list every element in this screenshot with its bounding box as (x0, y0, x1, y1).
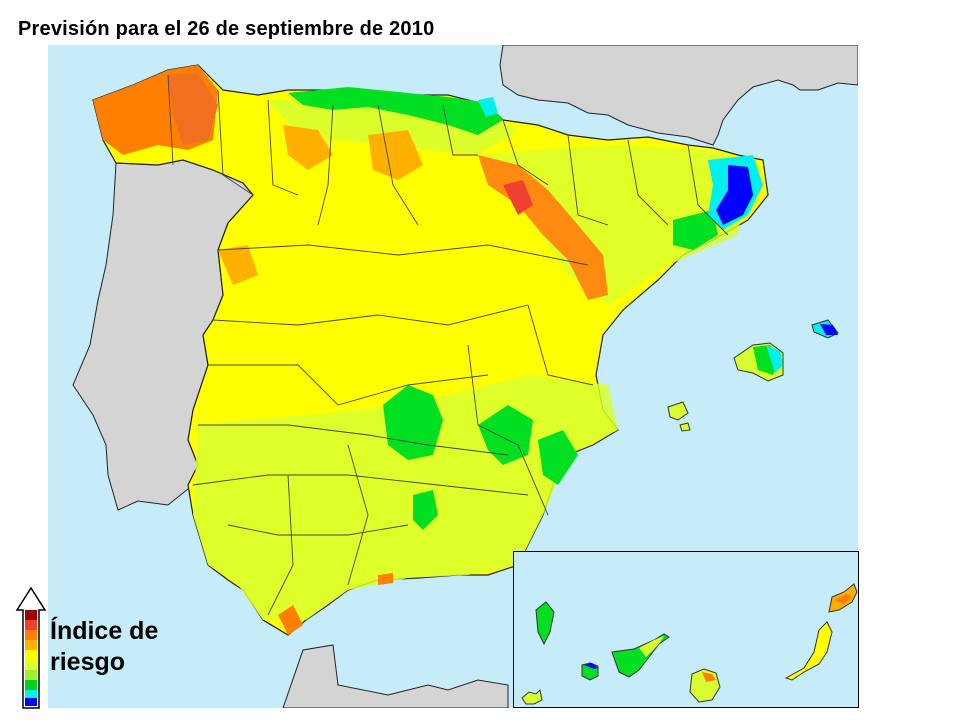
legend-label-line1: Índice de (50, 617, 159, 645)
legend-swatch-8 (25, 680, 37, 690)
zone-yellow-green-east (478, 145, 748, 305)
risk-scale-legend (15, 586, 47, 709)
legend-swatch-4 (25, 640, 37, 650)
gran-canaria-orange (702, 672, 716, 682)
zone-green-cantabrian (288, 87, 503, 135)
legend-swatch-5 (25, 650, 37, 660)
lanzarote-orange (834, 594, 852, 604)
zone-orange-malaga (278, 605, 303, 635)
peninsula-map-graphic (72, 45, 858, 708)
ibiza-island (667, 401, 689, 421)
canary-islands-inset (513, 551, 859, 708)
formentera-island (679, 422, 691, 432)
zone-orange-salamanca (218, 245, 258, 285)
legend-swatch-3 (25, 630, 37, 640)
legend-swatch-7 (25, 670, 37, 680)
zone-orange-burgos (368, 130, 423, 180)
la-gomera-blue (584, 663, 598, 669)
zone-green-jaen (413, 490, 438, 530)
morocco-land (282, 644, 509, 708)
zone-green-castilla (383, 385, 443, 460)
province-borders (167, 74, 729, 616)
zone-green-valencia (538, 430, 578, 485)
map-title: Previsión para el 26 de septiembre de 20… (18, 18, 435, 40)
legend-label-line2: riesgo (50, 648, 126, 676)
zone-cyan-basque (478, 97, 498, 117)
france-land (499, 45, 858, 146)
risk-map (48, 45, 858, 708)
zone-green-catalonia (673, 210, 718, 250)
fuerteventura-island (784, 621, 833, 681)
canary-islands-graphic (521, 583, 858, 705)
legend-label: Índice de riesgo (50, 616, 158, 678)
zone-orange-lugo (168, 73, 218, 145)
legend-swatch-9 (25, 690, 37, 698)
el-hierro-island (521, 688, 543, 705)
zone-red-ebro (503, 180, 533, 215)
tenerife-yellow (639, 636, 664, 657)
zone-orange-almeria (378, 573, 393, 585)
legend-swatch-2 (25, 620, 37, 630)
legend-swatch-6 (25, 660, 37, 670)
zone-blue-catalonia (716, 165, 753, 225)
zone-green-cuenca (478, 405, 533, 465)
menorca-blue (820, 324, 838, 335)
la-palma-island (535, 601, 555, 646)
majorca-cyan (766, 345, 783, 373)
zone-orange-leon (283, 125, 333, 170)
legend-swatch-1 (25, 610, 37, 620)
legend-swatch-10 (25, 698, 37, 706)
